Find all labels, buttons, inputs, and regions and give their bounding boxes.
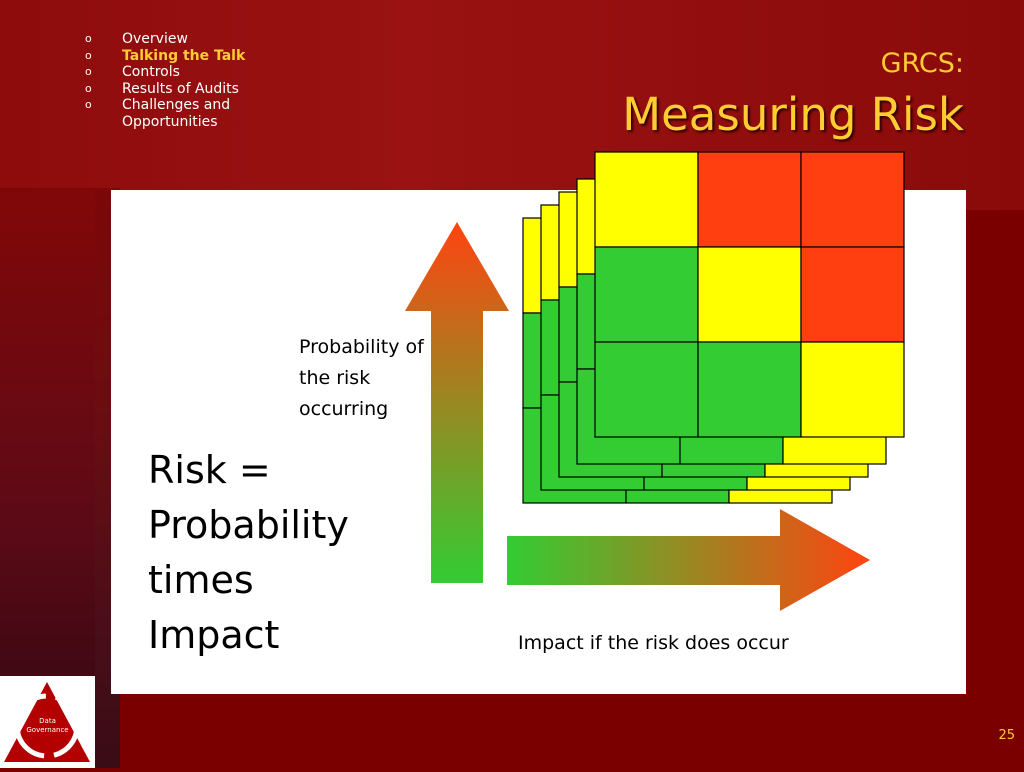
agenda-item-label: Talking the Talk — [122, 47, 246, 64]
slide-subtitle: GRCS: — [880, 48, 964, 79]
probability-label: Probability of the risk occurring — [299, 336, 424, 420]
bullet-icon: o — [85, 81, 92, 95]
agenda-item-overview: o Overview — [82, 31, 302, 48]
agenda-item-challenges: o Challenges and Opportunities — [82, 97, 302, 130]
impact-label: Impact if the risk does occur — [518, 632, 789, 654]
data-governance-logo: Data Governance — [0, 676, 95, 768]
bullet-icon: o — [85, 32, 92, 45]
agenda-item-label: Challenges and Opportunities — [122, 97, 231, 130]
agenda-item-label: Overview — [122, 31, 188, 47]
agenda-item-talking-the-talk: o Talking the Talk — [82, 48, 302, 65]
left-strip — [0, 190, 95, 768]
bullet-icon: o — [85, 65, 92, 78]
agenda-list: o Overview o Talking the Talk o Controls… — [82, 31, 302, 130]
agenda-item-controls: o Controls — [82, 64, 302, 81]
page-number: 25 — [998, 728, 1015, 743]
bullet-icon: o — [85, 48, 92, 62]
bullet-icon: o — [85, 98, 92, 111]
slide-title: Measuring Risk — [622, 88, 964, 141]
agenda-item-results-of-audits: o Results of Audits — [82, 81, 302, 98]
logo-text: Data Governance — [26, 717, 69, 734]
risk-formula: Risk = Probability times Impact — [148, 448, 349, 657]
agenda-item-label: Controls — [122, 64, 180, 80]
agenda-item-label: Results of Audits — [122, 80, 239, 97]
logo-icon — [4, 682, 90, 762]
